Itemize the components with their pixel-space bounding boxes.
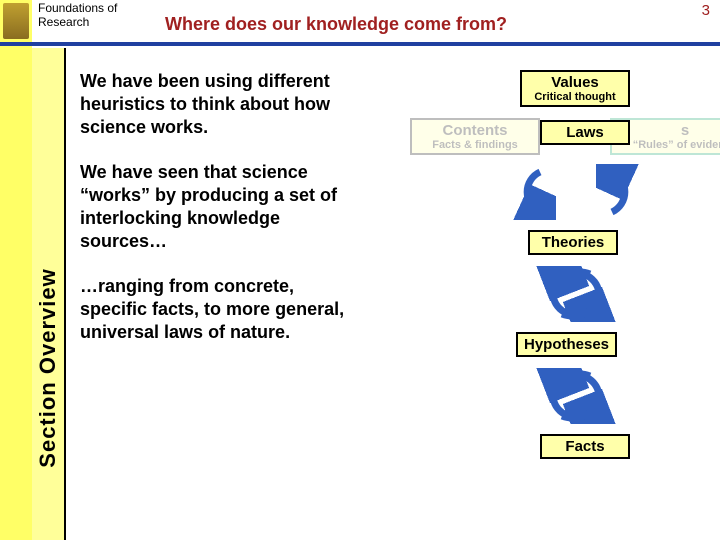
box-contents-ghost: Contents Facts & findings: [410, 118, 540, 155]
box-contents-sub: Facts & findings: [418, 139, 532, 151]
knowledge-diagram: Contents Facts & findings s “Rules” of e…: [400, 62, 720, 522]
box-contents-title: Contents: [418, 122, 532, 139]
cycle-laws-theories-right: [596, 164, 652, 220]
cycle-theories-hypotheses: [536, 266, 616, 322]
box-hypotheses-title: Hypotheses: [524, 336, 609, 353]
header: Foundations of Research Where does our k…: [0, 0, 720, 46]
slide-title: Where does our knowledge come from?: [165, 14, 507, 35]
box-facts: Facts: [540, 434, 630, 459]
header-label: Foundations of Research: [38, 2, 117, 30]
page-number: 3: [702, 2, 710, 19]
header-label-line2: Research: [38, 15, 89, 29]
cycle-laws-theories-left: [500, 164, 556, 220]
sidebar-tab: Section Overview: [32, 48, 66, 540]
header-label-line1: Foundations of: [38, 1, 117, 15]
box-values-title: Values: [528, 74, 622, 91]
sidebar-label: Section Overview: [35, 268, 61, 467]
cycle-hypotheses-facts: [536, 368, 616, 424]
box-laws-title: Laws: [548, 124, 622, 141]
box-theories-title: Theories: [536, 234, 610, 251]
logo-strip: [0, 0, 32, 540]
box-hypotheses: Hypotheses: [516, 332, 617, 357]
paragraph-2: We have seen that science “works” by pro…: [80, 161, 360, 253]
paragraph-3: …ranging from concrete, specific facts, …: [80, 275, 360, 344]
paragraph-1: We have been using different heuristics …: [80, 70, 360, 139]
box-laws: Laws: [540, 120, 630, 145]
box-values: Values Critical thought: [520, 70, 630, 107]
box-facts-title: Facts: [548, 438, 622, 455]
box-methods-sub: “Rules” of evidence: [618, 139, 720, 151]
box-values-sub: Critical thought: [528, 91, 622, 103]
box-theories: Theories: [528, 230, 618, 255]
body-text: We have been using different heuristics …: [80, 70, 360, 366]
